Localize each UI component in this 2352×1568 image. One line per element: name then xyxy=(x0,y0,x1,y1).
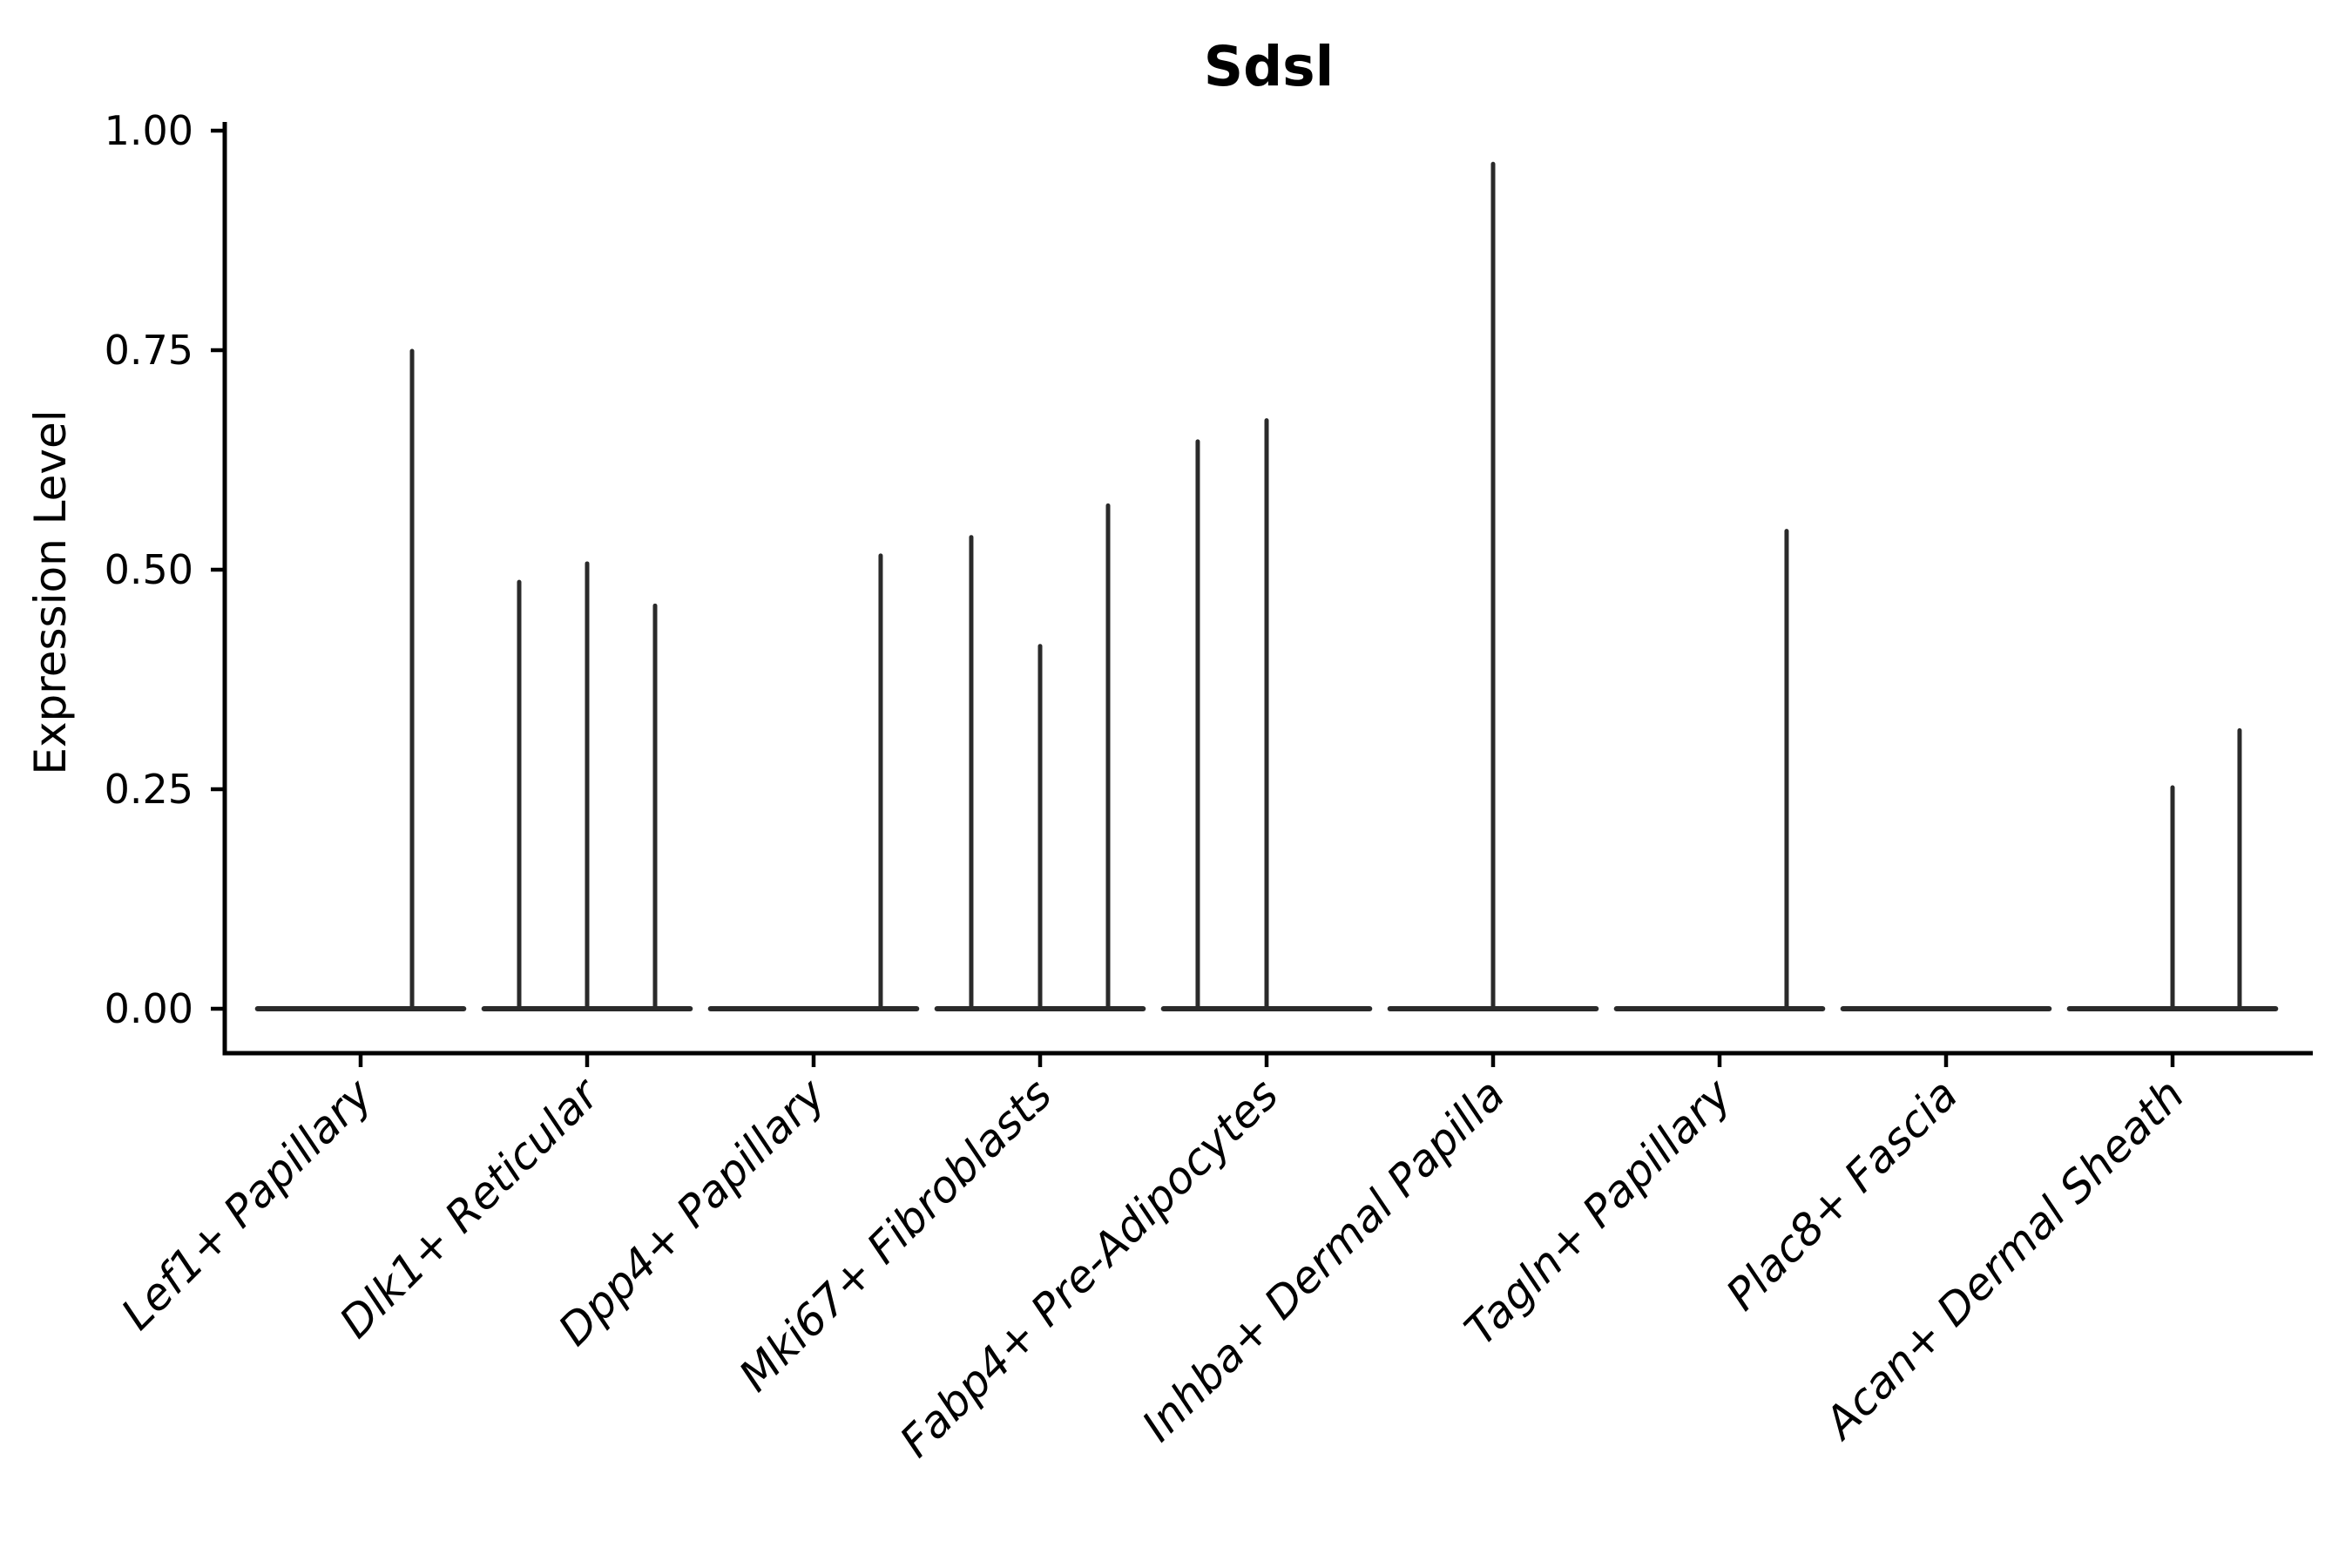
y-tick-label: 1.00 xyxy=(105,107,193,154)
plot-title: Sdsl xyxy=(1204,35,1335,98)
x-category-label: Plac8+ Fascia xyxy=(1717,1069,1968,1320)
y-axis-label: Expression Level xyxy=(25,409,76,774)
x-category-label: Acan+ Dermal Sheath xyxy=(1814,1069,2194,1450)
x-category-label: Fabp4+ Pre-Adipocytes xyxy=(890,1069,1288,1467)
y-tick-label: 0.75 xyxy=(105,327,193,374)
y-tick-label: 0.25 xyxy=(105,766,193,813)
x-category-label: Inhba+ Dermal Papilla xyxy=(1132,1069,1514,1450)
y-tick-label: 0.50 xyxy=(105,546,193,593)
y-tick-label: 0.00 xyxy=(105,985,193,1032)
